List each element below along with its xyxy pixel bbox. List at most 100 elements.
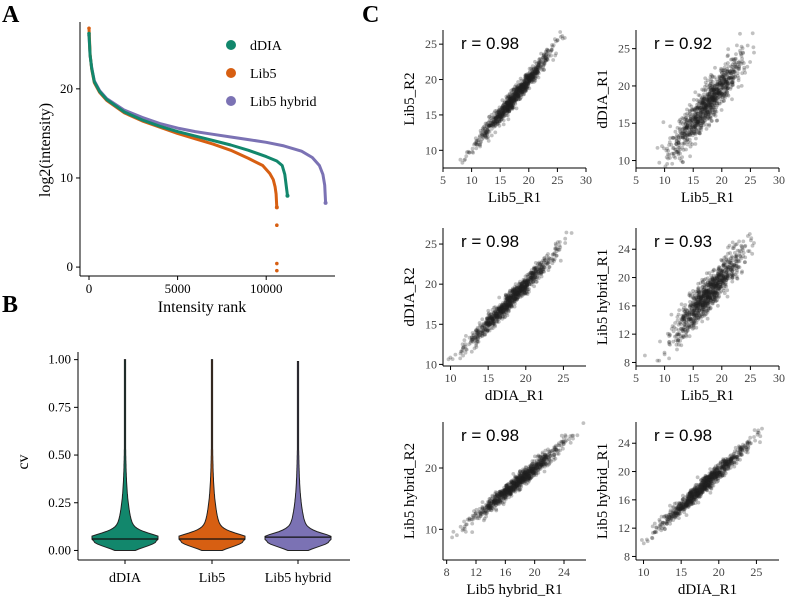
scatter-point [500, 111, 505, 115]
scatter-point [514, 97, 518, 102]
scatter-point [495, 113, 500, 118]
scatter-point [492, 124, 497, 129]
scatter-point [701, 290, 705, 295]
scatter-point [526, 78, 531, 83]
scatter-point [719, 258, 724, 262]
scatter-point [501, 103, 505, 108]
scatter-point [519, 93, 523, 98]
scatter-point [503, 100, 507, 104]
subplot-ytick-label: 8 [624, 355, 630, 369]
scatter-point [515, 92, 520, 96]
subplot-ytick-label: 24 [618, 436, 630, 450]
scatter-point [527, 74, 532, 78]
scatter-point [516, 87, 521, 91]
scatter-point [721, 77, 726, 82]
scatter-point [501, 110, 506, 115]
scatter-point [562, 36, 567, 40]
scatter-point [526, 73, 531, 78]
scatter-point [458, 524, 463, 529]
scatter-point [532, 67, 537, 71]
scatter-point [523, 77, 528, 82]
scatter-point [490, 493, 495, 498]
scatter-point [527, 77, 532, 82]
scatter-point [529, 268, 534, 273]
scatter-point [677, 332, 681, 337]
scatter-point [500, 113, 505, 117]
scatter-point [508, 95, 513, 100]
scatter-point [564, 230, 569, 235]
scatter-point [505, 109, 510, 114]
scatter-point [495, 116, 499, 121]
scatter-point [529, 72, 534, 77]
panel-b-xtick-label: dDIA [109, 571, 142, 586]
scatter-point [491, 123, 496, 128]
subplot-ytick-label: 15 [425, 108, 437, 122]
scatter-point [684, 138, 689, 143]
scatter-point [725, 294, 730, 299]
scatter-point [563, 241, 568, 245]
scatter-point [551, 43, 556, 47]
scatter-point [509, 102, 514, 107]
scatter-point [508, 100, 512, 104]
scatter-point [503, 106, 508, 111]
scatter-point [530, 74, 535, 78]
scatter-point [465, 150, 469, 155]
series-head-point-ddia [87, 31, 91, 36]
scatter-point [531, 73, 536, 78]
scatter-point [482, 516, 487, 521]
scatter-point [512, 92, 517, 96]
scatter-point [677, 135, 681, 140]
scatter-point [533, 59, 537, 64]
scatter-point [467, 517, 472, 521]
subplot-xtick-label: 12 [470, 565, 482, 579]
scatter-point [508, 98, 512, 102]
subplot-xtick-label: 10 [445, 371, 457, 385]
scatter-point [514, 98, 518, 103]
scatter-point [745, 43, 750, 48]
scatter-point [494, 111, 499, 116]
scatter-point [470, 339, 474, 343]
scatter-point [498, 114, 503, 119]
violin-lib5-hybrid [264, 361, 332, 551]
subplot-ylabel: Lib5 hybrid_R2 [402, 443, 418, 539]
scatter-point [542, 469, 547, 474]
scatter-point [524, 84, 528, 89]
scatter-point [505, 313, 510, 318]
scatter-point [521, 287, 526, 291]
scatter-point [554, 443, 558, 448]
scatter-point [500, 106, 505, 110]
scatter-point [512, 87, 517, 92]
scatter-point [508, 96, 512, 101]
scatter-point [480, 132, 485, 137]
scatter-point [524, 74, 529, 79]
scatter-point [504, 107, 509, 111]
scatter-point [510, 96, 514, 101]
scatter-point [530, 71, 535, 76]
scatter-point [530, 71, 534, 76]
scatter-point [517, 83, 522, 87]
scatter-point [526, 79, 531, 84]
legend-swatch-lib5 [226, 68, 236, 78]
scatter-point [530, 71, 535, 76]
scatter-point [500, 98, 505, 103]
scatter-point [519, 82, 524, 86]
scatter-point [509, 106, 514, 111]
scatter-point [691, 129, 696, 134]
scatter-point [518, 84, 523, 88]
scatter-point [474, 337, 479, 342]
scatter-point [531, 71, 536, 76]
scatter-point [491, 121, 495, 126]
scatter-point [510, 100, 515, 104]
scatter-point [526, 80, 530, 85]
scatter-point [542, 62, 546, 67]
scatter-point [510, 103, 514, 108]
scatter-point [536, 60, 541, 65]
scatter-point [508, 105, 512, 109]
scatter-point [513, 97, 518, 102]
scatter-point [710, 119, 714, 123]
scatter-point [510, 105, 514, 110]
subplot-xtick-label: 8 [444, 565, 450, 579]
scatter-point [499, 111, 504, 116]
scatter-point [501, 110, 506, 115]
scatter-point [508, 98, 512, 103]
